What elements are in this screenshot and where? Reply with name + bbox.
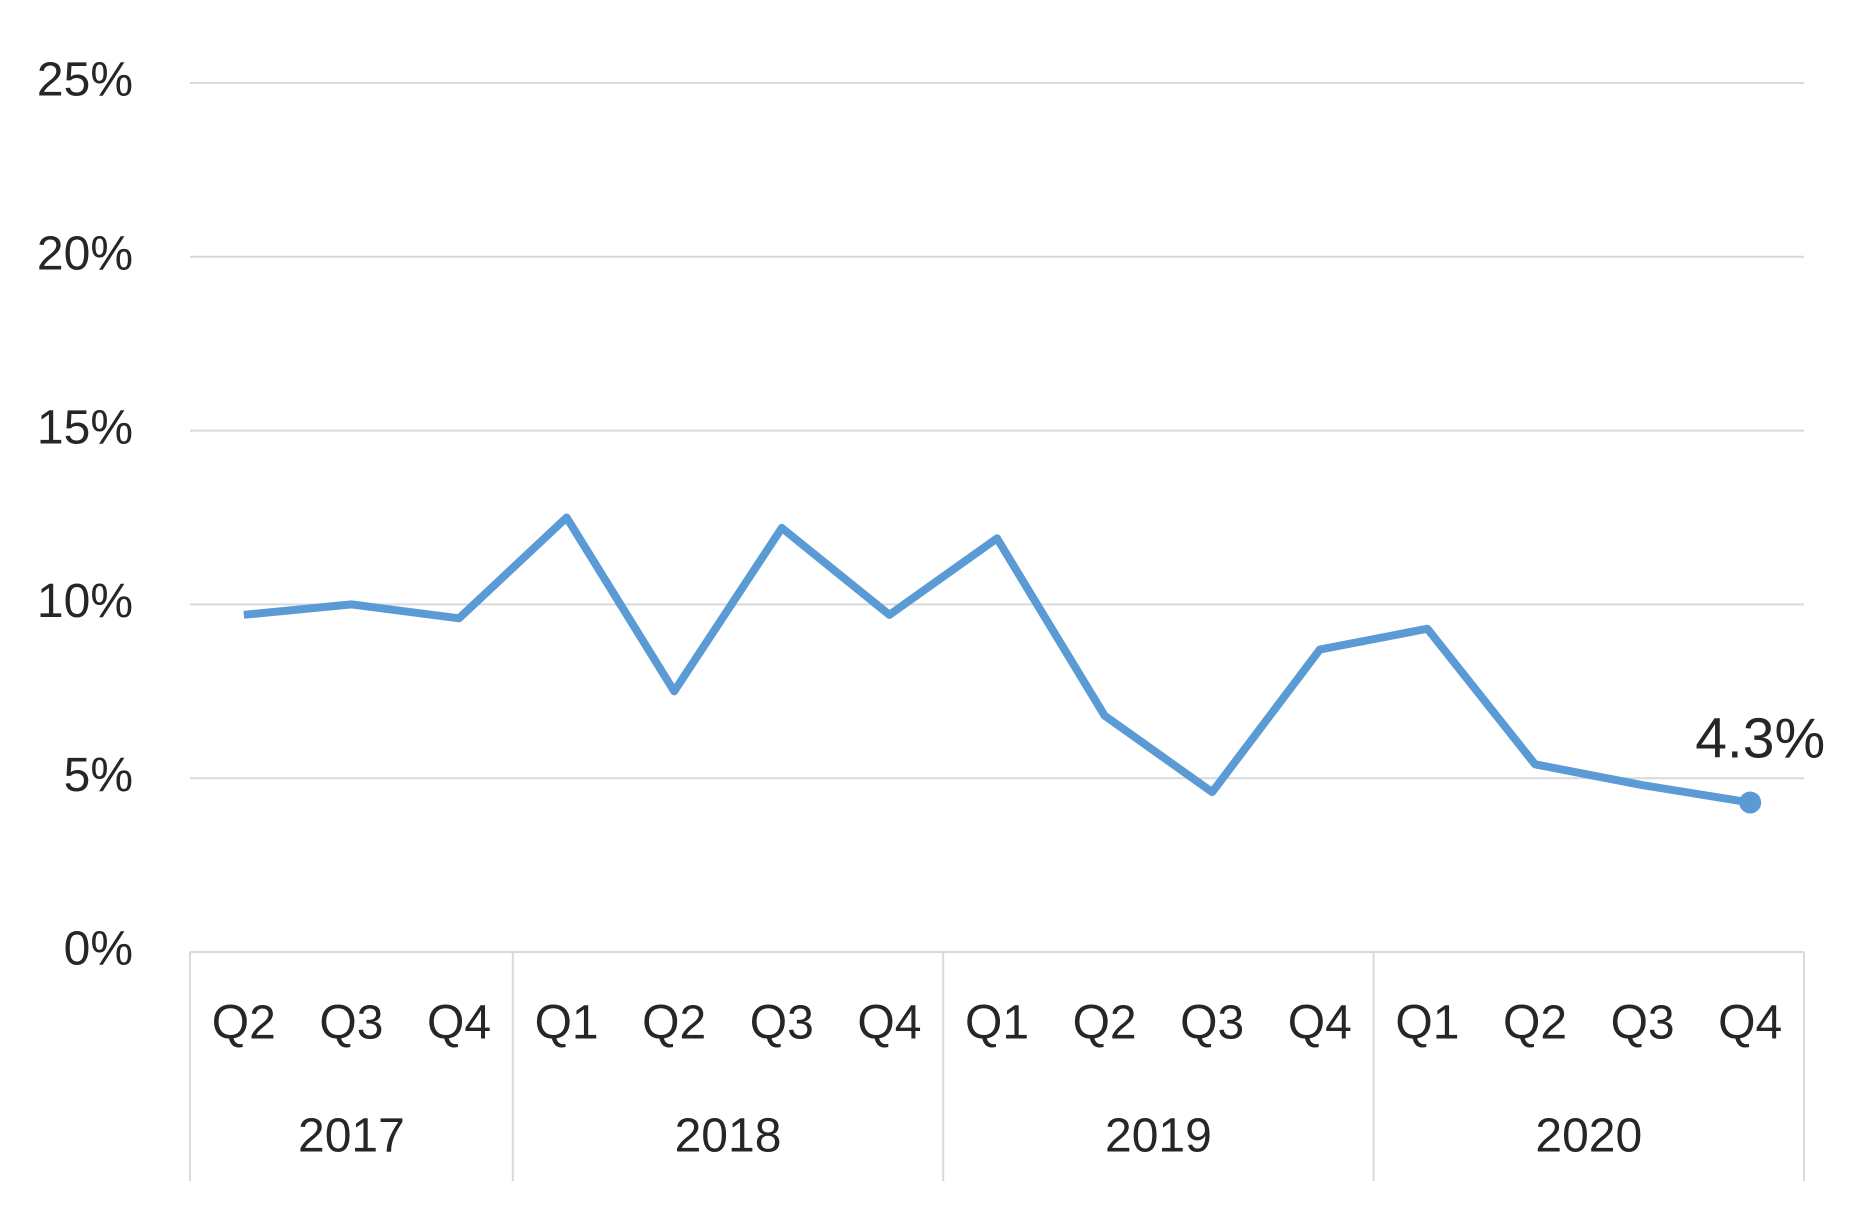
x-tick-label: Q3 xyxy=(1611,997,1675,1050)
x-tick-label: Q3 xyxy=(750,997,814,1050)
y-tick-label: 10% xyxy=(37,575,133,628)
x-tick-label: Q2 xyxy=(1073,997,1137,1050)
x-tick-label: Q1 xyxy=(1395,997,1459,1050)
x-group-label: 2019 xyxy=(1105,1110,1212,1163)
x-group-label: 2020 xyxy=(1535,1110,1642,1163)
x-tick-label: Q2 xyxy=(212,997,276,1050)
data-point xyxy=(1739,791,1762,814)
x-tick-label: Q4 xyxy=(1718,997,1782,1050)
x-tick-label: Q4 xyxy=(857,997,921,1050)
x-tick-label: Q3 xyxy=(319,997,383,1050)
y-tick-label: 15% xyxy=(37,401,133,454)
x-tick-label: Q2 xyxy=(642,997,706,1050)
y-tick-label: 5% xyxy=(64,749,133,802)
y-tick-label: 20% xyxy=(37,227,133,280)
x-tick-label: Q4 xyxy=(427,997,491,1050)
x-tick-label: Q1 xyxy=(965,997,1029,1050)
data-label: 4.3% xyxy=(1695,707,1825,771)
y-tick-label: 0% xyxy=(64,923,133,976)
x-tick-label: Q3 xyxy=(1180,997,1244,1050)
y-tick-label: 25% xyxy=(37,54,133,107)
series-line xyxy=(243,513,1751,807)
x-tick-label: Q2 xyxy=(1503,997,1567,1050)
x-group-label: 2017 xyxy=(298,1110,405,1163)
x-tick-label: Q4 xyxy=(1288,997,1352,1050)
x-tick-label: Q1 xyxy=(535,997,599,1050)
x-group-label: 2018 xyxy=(675,1110,782,1163)
